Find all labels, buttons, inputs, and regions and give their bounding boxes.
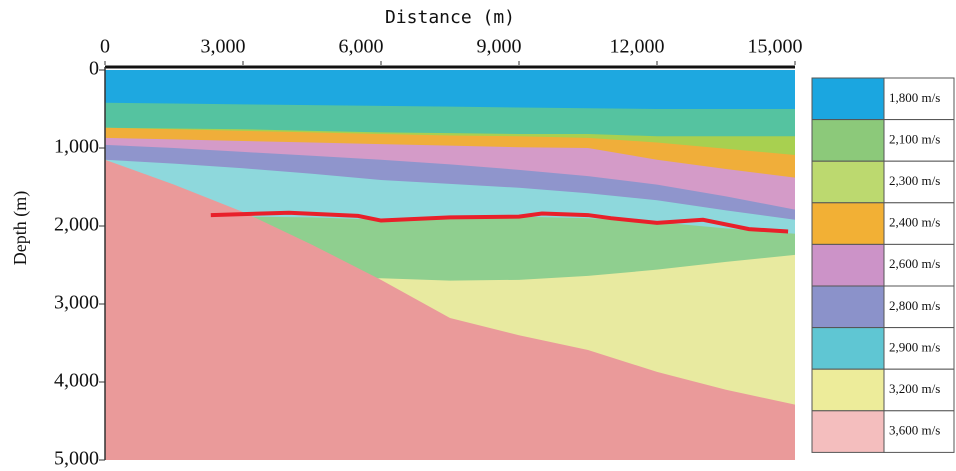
x-tick-label: 0 — [100, 36, 110, 58]
legend-swatch — [811, 119, 885, 162]
y-axis-title: Depth (m) — [10, 191, 31, 265]
legend-cell — [883, 243, 955, 287]
y-tick-label: 4,000 — [54, 370, 99, 392]
horizon-line — [210, 210, 789, 234]
legend-swatch — [811, 410, 885, 453]
legend-label: 3,600 m/s — [889, 423, 940, 438]
legend-cell — [883, 368, 955, 412]
legend-label: 3,200 m/s — [889, 381, 940, 396]
legend-cell — [883, 160, 955, 204]
legend-label: 2,100 m/s — [889, 131, 940, 146]
velocity-layer — [105, 159, 795, 460]
y-tick-label: 2,000 — [54, 214, 99, 236]
y-tick-label: 5,000 — [54, 448, 99, 470]
x-axis-title: Distance (m) — [385, 7, 515, 28]
legend-cell — [883, 119, 955, 162]
y-tick-label: 0 — [89, 58, 99, 80]
legend-cell — [883, 410, 955, 453]
legend-label: 2,800 m/s — [889, 298, 940, 313]
x-tick-label: 12,000 — [610, 36, 665, 58]
x-tick-label: 3,000 — [201, 36, 246, 58]
legend-label: 2,900 m/s — [889, 339, 940, 354]
legend-swatch — [811, 202, 885, 245]
legend-cell — [883, 77, 955, 121]
x-tick-label: 9,000 — [477, 36, 522, 58]
x-tick-label: 6,000 — [339, 36, 384, 58]
legend-label: 2,300 m/s — [889, 173, 940, 188]
plot-area — [105, 70, 795, 460]
legend-label: 1,800 m/s — [889, 90, 940, 105]
legend-cell — [883, 327, 955, 370]
legend-swatch — [811, 243, 885, 287]
legend-label: 2,400 m/s — [889, 215, 940, 230]
y-tick-label: 1,000 — [54, 136, 99, 158]
legend-swatch — [811, 77, 885, 121]
legend-swatch — [811, 368, 885, 412]
x-tick-label: 15,000 — [748, 36, 803, 58]
legend-swatch — [811, 160, 885, 204]
y-tick-label: 3,000 — [54, 292, 99, 314]
legend-swatch — [811, 327, 885, 370]
legend-cell — [883, 285, 955, 329]
legend-label: 2,600 m/s — [889, 256, 940, 271]
legend-cell — [883, 202, 955, 245]
legend-swatch — [811, 285, 885, 329]
